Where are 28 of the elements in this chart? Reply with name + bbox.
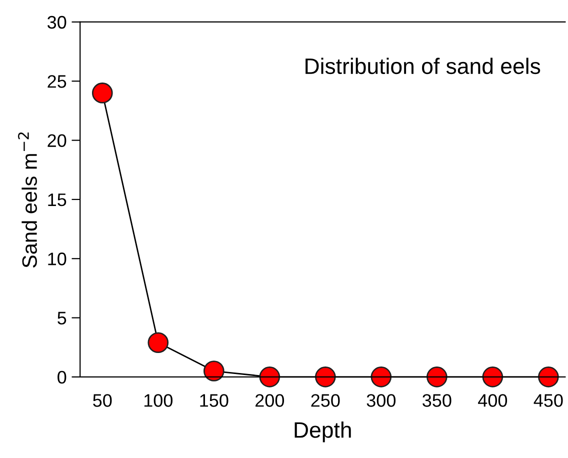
- point: [370, 366, 392, 388]
- x-tick-label: 50: [93, 394, 112, 407]
- x-tick-label: 400: [478, 394, 508, 407]
- y-axis-title: Sand eels m$^{−2}$: [18, 132, 37, 268]
- y-tick-label: 0: [58, 370, 66, 384]
- point: [259, 366, 280, 388]
- y-tick-label: 25: [48, 75, 66, 88]
- point: [314, 366, 336, 388]
- point: [538, 366, 559, 388]
- x-tick-label: 350: [422, 394, 452, 407]
- point: [482, 366, 504, 388]
- x-tick-label: 100: [144, 394, 173, 407]
- x-tick-label: 450: [534, 394, 563, 407]
- y-tick-label: 20: [48, 134, 66, 148]
- annotation: Distribution of sand eels: [306, 58, 540, 74]
- x-tick-label: 300: [366, 394, 396, 407]
- y-tick-label: 30: [48, 16, 66, 29]
- y-tick-label: 15: [48, 194, 66, 206]
- y-tick-label: 5: [58, 312, 66, 324]
- x-tick-label: 150: [200, 394, 228, 407]
- point: [148, 332, 169, 354]
- point: [426, 366, 448, 388]
- y-tick-label: 10: [48, 252, 66, 266]
- point: [203, 360, 224, 382]
- x-axis-title: Depth: [294, 422, 351, 442]
- x-tick-label: 200: [256, 394, 284, 407]
- point: [92, 82, 113, 104]
- x-tick-label: 250: [311, 394, 340, 407]
